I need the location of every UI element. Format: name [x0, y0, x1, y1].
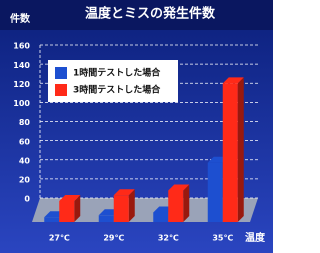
y-tick-label: 160 — [13, 42, 30, 51]
bar-side — [237, 77, 244, 222]
bar-top — [59, 194, 81, 201]
chart-title: 温度とミスの発生件数 — [85, 6, 216, 22]
legend-label: 3時間テストした場合 — [73, 84, 161, 96]
bar — [153, 212, 169, 222]
legend-swatch — [55, 84, 67, 96]
bar-top — [113, 189, 135, 196]
title-band — [0, 0, 273, 30]
legend-box — [48, 60, 178, 102]
legend-label: 1時間テストした場合 — [73, 67, 161, 79]
x-tick-label: 32℃ — [158, 234, 179, 243]
y-tick-label: 40 — [19, 156, 31, 165]
y-tick-label: 60 — [19, 137, 31, 146]
bar-side — [128, 189, 135, 222]
bar-side — [183, 184, 190, 222]
x-tick-label: 35℃ — [212, 234, 233, 243]
bar — [59, 200, 75, 222]
y-tick-label: 140 — [13, 61, 30, 70]
y-tick-label: 120 — [13, 80, 30, 89]
chart: 温度とミスの発生件数 件数 温度 0 20 40 60 80 100 120 140 160 2… — [0, 0, 273, 253]
legend: 1時間テストした場合 3時間テストした場合 — [48, 60, 178, 102]
floor — [32, 198, 258, 222]
y-axis-label: 件数 — [10, 12, 31, 25]
y-tick-label: 80 — [19, 118, 31, 127]
bar — [168, 190, 184, 222]
bar-top — [168, 184, 190, 191]
legend-swatch — [55, 67, 67, 79]
y-tick-label: 0 — [24, 195, 30, 204]
bar-side — [74, 194, 81, 222]
y-tick-label: 20 — [19, 176, 31, 185]
bar — [222, 83, 238, 222]
bar — [113, 195, 129, 222]
bar — [98, 215, 114, 222]
bar — [207, 162, 223, 222]
bars: 27℃ 29℃ 32℃ 35℃ — [44, 77, 244, 243]
x-tick-label: 29℃ — [103, 234, 124, 243]
grid: 0 20 40 60 80 100 120 140 160 — [13, 42, 258, 204]
y-tick-label: 100 — [13, 99, 30, 108]
x-axis-label: 温度 — [245, 231, 266, 244]
bar-top — [222, 77, 244, 84]
bar — [44, 217, 60, 222]
x-tick-label: 27℃ — [49, 234, 70, 243]
